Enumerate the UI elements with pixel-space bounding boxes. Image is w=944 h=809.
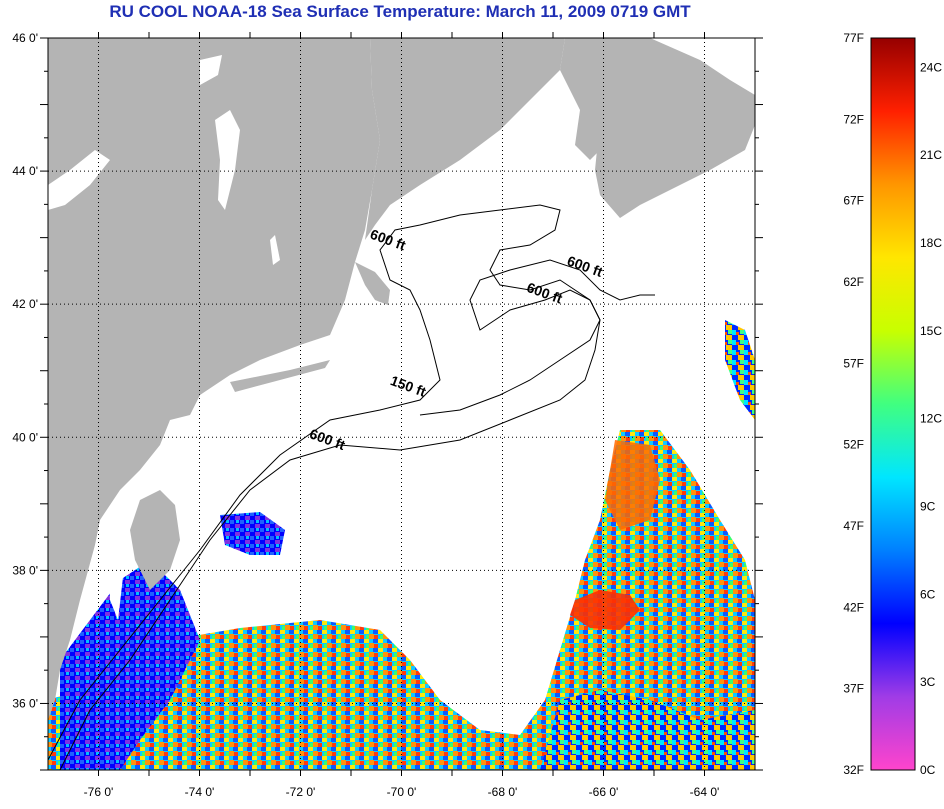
land-cape-cod (355, 262, 390, 305)
colorbar-c-label: 6C (920, 587, 936, 601)
colorbar-f-label: 42F (843, 600, 864, 614)
land-delmarva (130, 490, 180, 590)
lake-champlain (215, 110, 240, 210)
lat-tick-label: 38 0' (12, 563, 38, 577)
latitude-labels: 46 0' 44 0' 42 0' 40 0' 38 0' 36 0' (12, 31, 38, 710)
lat-tick-label: 44 0' (12, 164, 38, 178)
chesapeake (108, 515, 125, 620)
colorbar: 77F 72F 67F 62F 57F 52F 47F 42F 37F 32F 24C 21C 18C… (843, 31, 942, 777)
contour-600ft (59, 259, 655, 771)
lake-erie-edge (48, 150, 110, 210)
sst-south-patch (48, 430, 755, 770)
colorbar-f-label: 57F (843, 356, 864, 370)
land-maine (365, 38, 565, 240)
map-title: RU COOL NOAA-18 Sea Surface Temperature:… (109, 2, 691, 21)
colorbar-c-label: 0C (920, 763, 936, 777)
cloud-mask-2 (330, 550, 370, 570)
celsius-labels: 24C 21C 18C 15C 12C 9C 6C 3C 0C (920, 60, 942, 777)
frame-ticks (40, 32, 763, 776)
colorbar-c-label: 3C (920, 675, 936, 689)
colorbar-c-label: 12C (920, 412, 942, 426)
land-layer (48, 38, 755, 720)
sst-coastal-cool (60, 560, 200, 770)
lon-tick-label: -72 0' (286, 785, 316, 799)
lake-small-1 (200, 55, 222, 85)
land-long-island (230, 360, 330, 392)
colorbar-f-label: 72F (843, 112, 864, 126)
colorbar-f-label: 52F (843, 438, 864, 452)
colorbar-c-label: 24C (920, 60, 942, 74)
lat-tick-label: 46 0' (12, 31, 38, 45)
lon-tick-label: -74 0' (185, 785, 215, 799)
land-new-brunswick (560, 38, 755, 160)
fahrenheit-labels: 77F 72F 67F 62F 57F 52F 47F 42F 37F 32F (843, 31, 864, 777)
colorbar-c-label: 15C (920, 324, 942, 338)
colorbar-gradient (870, 37, 916, 771)
colorbar-f-label: 32F (843, 763, 864, 777)
sst-gulfstream (570, 590, 640, 630)
sst-southeast (540, 690, 755, 770)
land-us-mainland (48, 38, 380, 720)
sst-gulfstream-north (605, 440, 660, 530)
sst-east-edge (725, 320, 755, 420)
lon-tick-label: -68 0' (488, 785, 518, 799)
lat-tick-label: 40 0' (12, 430, 38, 444)
colorbar-c-label: 21C (920, 148, 942, 162)
land-nova-scotia (595, 90, 755, 218)
colorbar-f-label: 37F (843, 682, 864, 696)
depth-contours (47, 204, 655, 771)
lake-small-2 (270, 235, 280, 265)
longitude-labels: -76 0' -74 0' -72 0' -70 0' -68 0' -66 0' -64 … (84, 785, 720, 799)
colorbar-f-label: 62F (843, 275, 864, 289)
colorbar-f-label: 77F (843, 31, 864, 45)
lon-tick-label: -64 0' (690, 785, 720, 799)
lat-tick-label: 42 0' (12, 297, 38, 311)
colorbar-c-label: 18C (920, 236, 942, 250)
colorbar-f-label: 47F (843, 519, 864, 533)
lon-tick-label: -70 0' (387, 785, 417, 799)
sst-cool-blob (220, 512, 285, 555)
colorbar-f-label: 67F (843, 194, 864, 208)
lat-tick-label: 36 0' (12, 696, 38, 710)
ocean-layer (48, 320, 755, 770)
lon-tick-label: -76 0' (84, 785, 114, 799)
colorbar-c-label: 9C (920, 499, 936, 513)
sst-map: 46 0' 44 0' 42 0' 40 0' 38 0' 36 0' -76 0' -74… (12, 31, 763, 799)
lon-tick-label: -66 0' (589, 785, 619, 799)
